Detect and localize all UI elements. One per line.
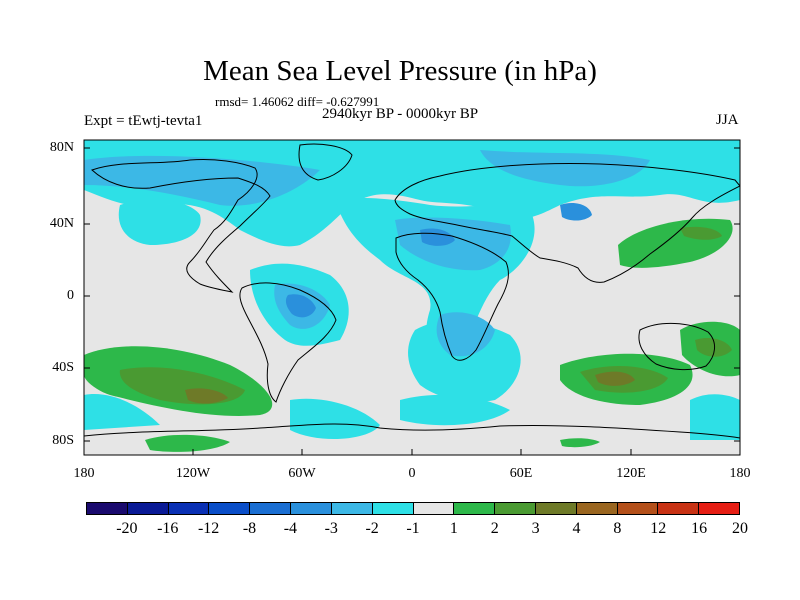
colorbar-swatch	[209, 503, 251, 514]
colorbar-label: -16	[157, 520, 179, 537]
colorbar-swatch	[127, 503, 169, 514]
rmsd-diff-stats: rmsd= 1.46062 diff= -0.627991	[215, 94, 380, 109]
south-pacific-positive-max	[185, 388, 228, 404]
lon-label-60w: 60W	[288, 466, 316, 481]
map-title: Mean Sea Level Pressure (in hPa)	[203, 55, 597, 87]
colorbar-swatch	[658, 503, 700, 514]
greenland-outline	[298, 143, 353, 181]
colorbar-label: 16	[691, 520, 708, 537]
season-label: JJA	[716, 112, 739, 128]
north-america-outline	[91, 159, 271, 293]
minus3-core-eurasia	[420, 203, 592, 246]
lon-label-0: 0	[408, 466, 416, 481]
lat-label-40s: 40S	[52, 360, 74, 375]
antarctica-outline	[84, 423, 740, 439]
colorbar-label: -12	[197, 520, 220, 537]
west-pacific-positive-core	[680, 226, 722, 240]
colorbar-label: -20	[116, 520, 138, 537]
colorbar-label: 1	[449, 520, 458, 537]
colorbar-label: 20	[732, 520, 748, 537]
lon-label-120e: 120E	[616, 466, 646, 481]
lon-label-60e: 60E	[509, 466, 533, 481]
colorbar-label: -1	[406, 520, 420, 537]
time-period-label: 2940kyr BP - 0000kyr BP	[322, 106, 479, 122]
colorbar-swatch	[495, 503, 536, 514]
colorbar-label: -4	[283, 520, 298, 537]
colorbar-swatch	[87, 503, 128, 514]
lat-label-0: 0	[67, 288, 74, 303]
colorbar-swatch	[291, 503, 332, 514]
north-atlantic-low	[118, 199, 201, 245]
colorbar-label: 8	[613, 520, 622, 537]
colorbar-swatch	[250, 503, 292, 514]
minus3-core-south-america	[285, 294, 316, 318]
lon-label-180-west: 180	[73, 466, 95, 481]
colorbar-label: -2	[365, 520, 379, 537]
axis-ticks	[83, 147, 741, 455]
colorbar-swatch	[535, 503, 577, 514]
coastlines	[84, 143, 740, 439]
colorbar	[86, 502, 740, 515]
lat-label-40n: 40N	[49, 216, 74, 231]
lon-label-120w: 120W	[175, 466, 211, 481]
colorbar-swatch	[168, 503, 210, 514]
minus2-core-north	[84, 150, 650, 206]
colorbar-swatch	[372, 503, 414, 514]
colorbar-label: 4	[572, 520, 581, 537]
colorbar-label: 2	[490, 520, 499, 537]
minus2-core-africa	[395, 217, 511, 357]
colorbar-swatch	[454, 503, 496, 514]
south-atlantic-negative-region	[408, 320, 521, 402]
lon-label-180-east: 180	[729, 466, 751, 481]
lat-label-80n: 80N	[49, 140, 74, 155]
africa-outline	[395, 232, 509, 361]
colorbar-swatch	[413, 503, 455, 514]
antarctic-positive-patches	[145, 434, 600, 452]
colorbar-swatch	[699, 503, 739, 514]
southern-ocean-negative-band	[84, 394, 740, 440]
colorbar-label: -3	[324, 520, 338, 537]
colorbar-swatch	[617, 503, 659, 514]
australia-outline	[638, 322, 715, 371]
colorbar-label: 12	[650, 520, 667, 537]
colorbar-label: -8	[242, 520, 257, 537]
eurasia-outline	[394, 163, 740, 283]
pressure-field	[84, 140, 740, 455]
colorbar-label: 3	[531, 520, 540, 537]
indian-ocean-positive-max	[595, 371, 635, 386]
colorbar-swatch	[331, 503, 373, 514]
lat-label-80s: 80S	[52, 433, 74, 448]
south-america-outline	[239, 282, 337, 403]
experiment-label: Expt = tEwtj-tevta1	[84, 113, 203, 129]
colorbar-swatch	[576, 503, 618, 514]
